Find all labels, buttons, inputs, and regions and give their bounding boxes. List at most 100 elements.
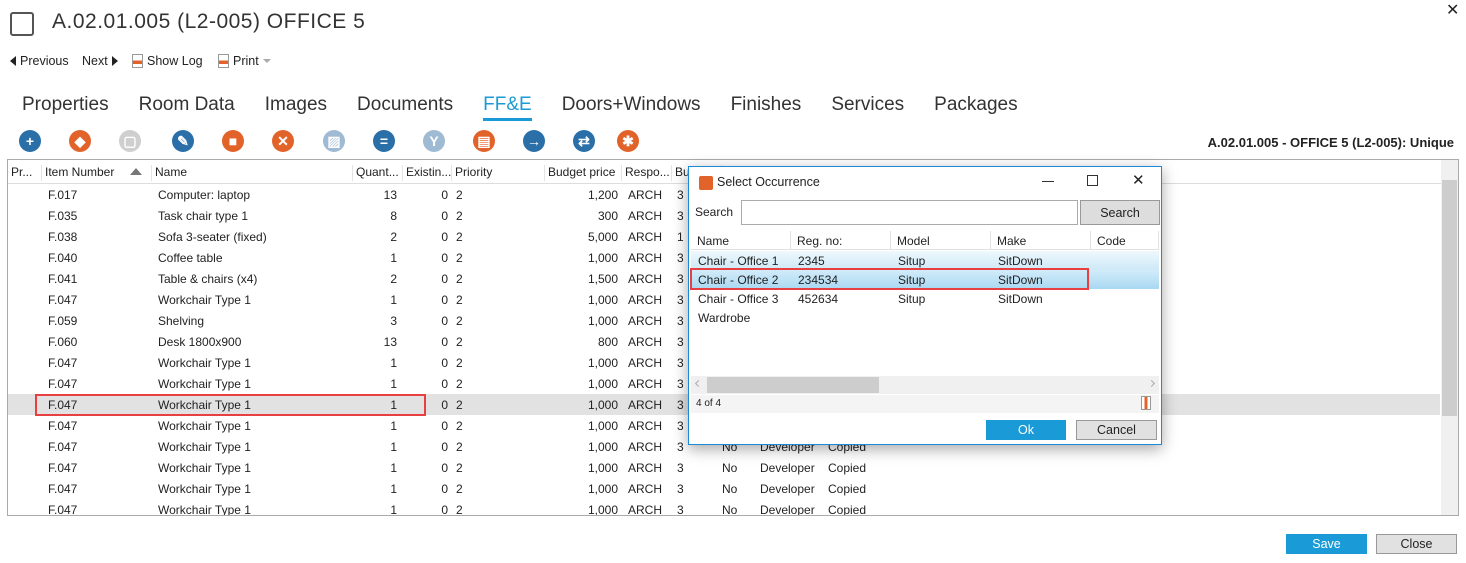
column-header[interactable]: Quant... xyxy=(353,165,403,181)
tab-services[interactable]: Services xyxy=(831,94,905,115)
scrollbar-thumb[interactable] xyxy=(1442,180,1457,416)
tab-packages[interactable]: Packages xyxy=(934,94,1018,115)
dialog-list-item[interactable]: Chair - Office 3 452634 Situp SitDown xyxy=(691,289,1159,308)
maximize-button[interactable] xyxy=(1087,175,1098,186)
sort-ascending-icon[interactable] xyxy=(130,168,142,175)
scroll-left-icon[interactable] xyxy=(694,379,703,388)
tab-ff-e[interactable]: FF&E xyxy=(483,94,532,121)
cell: 452634 xyxy=(798,292,839,306)
table-row[interactable]: F.060 Desk 1800x900 13 0 2 800 ARCH 3 xyxy=(8,331,1440,352)
save-button[interactable]: Save xyxy=(1286,534,1367,554)
table-row[interactable]: F.035 Task chair type 1 8 0 2 300 ARCH 3 xyxy=(8,205,1440,226)
cell: 1 xyxy=(390,419,397,433)
next-button[interactable]: Next xyxy=(82,54,118,68)
arrow-left-icon xyxy=(10,56,16,66)
search-button[interactable]: Search xyxy=(1080,200,1160,225)
table-row[interactable]: F.041 Table & chairs (x4) 2 0 2 1,500 ARCH 3 xyxy=(8,268,1440,289)
tab-properties[interactable]: Properties xyxy=(22,94,109,115)
column-header[interactable]: Pr... xyxy=(8,165,42,181)
cell: ARCH xyxy=(628,335,663,349)
table-row[interactable]: F.040 Coffee table 1 0 2 1,000 ARCH 3 xyxy=(8,247,1440,268)
dialog-list-item[interactable]: Chair - Office 1 2345 Situp SitDown xyxy=(691,251,1159,270)
table-row[interactable]: F.047 Workchair Type 1 1 0 2 1,000 ARCH 3 No Deve… xyxy=(8,499,1440,515)
dialog-list-item[interactable]: Chair - Office 2 234534 Situp SitDown xyxy=(691,270,1159,289)
table-row[interactable]: F.047 Workchair Type 1 1 0 2 1,000 ARCH 3 xyxy=(8,289,1440,310)
column-header[interactable]: Existin... xyxy=(403,165,452,181)
table-row[interactable]: F.017 Computer: laptop 13 0 2 1,200 ARCH 3 xyxy=(8,184,1440,205)
table-row[interactable]: F.059 Shelving 3 0 2 1,000 ARCH 3 xyxy=(8,310,1440,331)
close-button[interactable]: Close xyxy=(1376,534,1457,554)
bookmark-icon[interactable] xyxy=(1141,396,1151,410)
cell: ARCH xyxy=(628,440,663,454)
scroll-right-icon[interactable] xyxy=(1147,379,1156,388)
bug-icon[interactable]: ✱ xyxy=(617,130,639,152)
dialog-status-bar: 4 of 4 xyxy=(691,395,1159,413)
dialog-column-header[interactable]: Code xyxy=(1091,231,1159,250)
shapes-icon[interactable]: ◆ xyxy=(69,130,91,152)
dialog-highlight-box xyxy=(690,268,1089,290)
dialog-column-header[interactable]: Make xyxy=(991,231,1091,250)
cell: 3 xyxy=(677,440,684,454)
tab-doors-windows[interactable]: Doors+Windows xyxy=(561,94,701,115)
cell: ARCH xyxy=(628,293,663,307)
table-row[interactable]: F.047 Workchair Type 1 1 0 2 1,000 ARCH 3 No Deve… xyxy=(8,478,1440,499)
dialog-column-header[interactable]: Name xyxy=(691,231,791,250)
cell: 0 xyxy=(441,398,448,412)
add-icon[interactable]: + xyxy=(19,130,41,152)
dialog-close-button[interactable]: ✕ xyxy=(1132,172,1145,189)
tab-finishes[interactable]: Finishes xyxy=(730,94,802,115)
document-shapes-icon[interactable]: ▤ xyxy=(473,130,495,152)
cell: 3 xyxy=(677,398,684,412)
arrow-right-icon[interactable]: → xyxy=(523,130,545,152)
ok-button[interactable]: Ok xyxy=(986,420,1066,440)
hatched-disabled-icon[interactable]: ▨ xyxy=(323,130,345,152)
dialog-column-header[interactable]: Reg. no: xyxy=(791,231,891,250)
swap-icon[interactable]: ⇄ xyxy=(573,130,595,152)
cancel-button[interactable]: Cancel xyxy=(1076,420,1157,440)
column-header[interactable]: Item Number xyxy=(42,165,152,181)
table-row[interactable]: F.047 Workchair Type 1 1 0 2 1,000 ARCH 3 xyxy=(8,415,1440,436)
cell: ARCH xyxy=(628,230,663,244)
cell: F.038 xyxy=(48,230,78,244)
cell: 0 xyxy=(441,377,448,391)
print-button[interactable]: Print xyxy=(218,54,271,68)
cell: 8 xyxy=(390,209,397,223)
cell: 1,000 xyxy=(587,251,618,265)
equals-icon[interactable]: = xyxy=(373,130,395,152)
cell: F.035 xyxy=(48,209,78,223)
tab-documents[interactable]: Documents xyxy=(357,94,454,115)
cell: 0 xyxy=(441,419,448,433)
delete-icon[interactable]: ✕ xyxy=(272,130,294,152)
box-disabled-icon[interactable]: ▢ xyxy=(119,130,141,152)
column-header[interactable]: Budget price xyxy=(545,165,622,181)
merge-icon[interactable]: Y xyxy=(423,130,445,152)
table-row[interactable]: F.047 Workchair Type 1 1 0 2 1,000 ARCH 3 No Deve… xyxy=(8,457,1440,478)
tab-room-data[interactable]: Room Data xyxy=(138,94,235,115)
cell: 0 xyxy=(441,440,448,454)
dialog-horizontal-scrollbar[interactable] xyxy=(691,376,1159,394)
vertical-scrollbar[interactable] xyxy=(1441,160,1458,515)
cube-icon[interactable]: ■ xyxy=(222,130,244,152)
close-window-button[interactable]: ✕ xyxy=(1446,2,1460,19)
cell: 3 xyxy=(677,314,684,328)
dialog-list-item[interactable]: Wardrobe xyxy=(691,308,1159,327)
cell: Situp xyxy=(898,273,926,287)
table-row[interactable]: F.038 Sofa 3-seater (fixed) 2 0 2 5,000 ARCH 1 xyxy=(8,226,1440,247)
edit-icon[interactable]: ✎ xyxy=(172,130,194,152)
dialog-column-header[interactable]: Model xyxy=(891,231,991,250)
cell: 0 xyxy=(441,230,448,244)
previous-button[interactable]: Previous xyxy=(10,54,69,68)
cell: 1 xyxy=(390,398,397,412)
show-log-button[interactable]: Show Log xyxy=(132,54,203,68)
column-header[interactable]: Priority xyxy=(452,165,545,181)
table-row[interactable]: F.047 Workchair Type 1 1 0 2 1,000 ARCH 3 xyxy=(8,373,1440,394)
tab-images[interactable]: Images xyxy=(264,94,328,115)
column-header[interactable]: Name xyxy=(152,165,353,181)
dialog-app-icon xyxy=(699,176,713,190)
table-row[interactable]: F.047 Workchair Type 1 1 0 2 1,000 ARCH 3 xyxy=(8,352,1440,373)
minimize-button[interactable] xyxy=(1042,181,1054,182)
column-header[interactable]: Respo... xyxy=(622,165,672,181)
cell: 1,000 xyxy=(587,293,618,307)
dialog-scrollbar-thumb[interactable] xyxy=(707,377,879,393)
search-input[interactable] xyxy=(741,200,1078,225)
